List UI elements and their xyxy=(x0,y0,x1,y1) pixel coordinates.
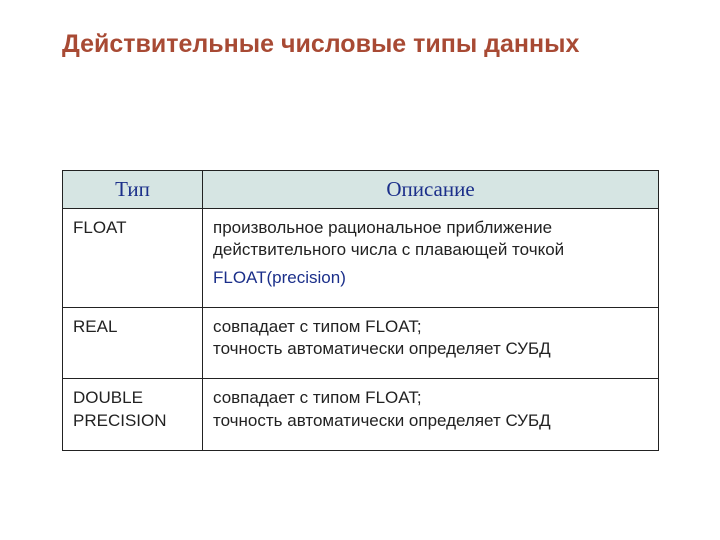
cell-desc: совпадает с типом FLOAT; точность автома… xyxy=(203,308,659,379)
table-row: DOUBLE PRECISION совпадает с типом FLOAT… xyxy=(63,379,659,450)
type-line: DOUBLE xyxy=(73,388,143,407)
desc-line: действительного числа с плавающей точкой xyxy=(213,240,564,259)
cell-type: REAL xyxy=(63,308,203,379)
desc-line: точность автоматически определяет СУБД xyxy=(213,411,551,430)
cell-desc: совпадает с типом FLOAT; точность автома… xyxy=(203,379,659,450)
type-line: PRECISION xyxy=(73,411,167,430)
syntax-text: FLOAT(precision) xyxy=(213,267,648,289)
desc-line: совпадает с типом FLOAT; xyxy=(213,317,422,336)
cell-type: FLOAT xyxy=(63,209,203,308)
column-header-type: Тип xyxy=(63,171,203,209)
data-types-table-container: Тип Описание FLOAT произвольное рационал… xyxy=(62,170,658,451)
page-title: Действительные числовые типы данных xyxy=(62,30,579,59)
table-row: REAL совпадает с типом FLOAT; точность а… xyxy=(63,308,659,379)
table-row: FLOAT произвольное рациональное приближе… xyxy=(63,209,659,308)
data-types-table: Тип Описание FLOAT произвольное рационал… xyxy=(62,170,659,451)
column-header-desc: Описание xyxy=(203,171,659,209)
cell-desc: произвольное рациональное приближение де… xyxy=(203,209,659,308)
desc-line: произвольное рациональное приближение xyxy=(213,218,552,237)
cell-type: DOUBLE PRECISION xyxy=(63,379,203,450)
table-header-row: Тип Описание xyxy=(63,171,659,209)
desc-line: точность автоматически определяет СУБД xyxy=(213,339,551,358)
desc-line: совпадает с типом FLOAT; xyxy=(213,388,422,407)
